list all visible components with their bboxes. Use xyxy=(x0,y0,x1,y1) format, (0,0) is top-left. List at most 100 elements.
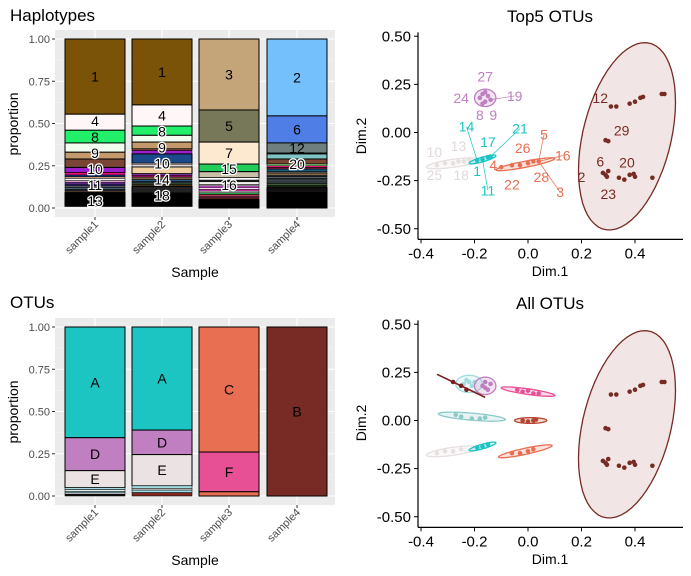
bar-sample1: A DE xyxy=(64,326,126,497)
confidence-ellipse xyxy=(513,416,548,425)
bar-segment xyxy=(198,38,260,111)
panel-title: All OTUs xyxy=(516,294,584,313)
data-point xyxy=(453,412,459,418)
data-point xyxy=(608,104,614,109)
segment-label: 8 xyxy=(91,129,99,145)
data-point xyxy=(525,388,531,393)
data-point xyxy=(450,449,456,454)
segment-label: 8 xyxy=(158,123,166,139)
point-label: 14 xyxy=(459,119,475,135)
bar-segment xyxy=(266,176,328,179)
bar-segment xyxy=(198,194,260,197)
bar-segment xyxy=(266,326,328,497)
bar-segment xyxy=(266,181,328,184)
data-point xyxy=(458,447,464,452)
confidence-ellipse xyxy=(577,330,677,519)
data-point xyxy=(627,172,632,178)
data-point xyxy=(461,159,467,164)
y-tick-label: 1.00 xyxy=(29,322,50,334)
data-point xyxy=(525,161,531,166)
data-point xyxy=(622,177,627,182)
segment-label: 11 xyxy=(88,177,103,193)
point-label: 29 xyxy=(614,123,630,139)
y-tick-label: 0.25 xyxy=(29,449,50,461)
top5-otus-panel: -0.50 -0.25 0.00 0.25 0.50 -0.4 -0.2 0.0 0.2 0.4 1… xyxy=(353,7,683,279)
y-tick-label: -0.25 xyxy=(377,173,411,190)
bar-sample3: CF xyxy=(198,326,260,497)
point-label: 13 xyxy=(451,138,467,154)
point-label: 1 xyxy=(473,163,481,179)
y-tick-label: -0.50 xyxy=(377,509,411,526)
segment-label: 2 xyxy=(293,69,301,85)
data-point xyxy=(485,93,491,99)
bar-segment xyxy=(64,491,126,494)
point-label: 3 xyxy=(556,184,564,200)
bar-segment xyxy=(64,38,126,115)
segment-label: A xyxy=(157,371,167,387)
group-6 xyxy=(425,445,481,458)
x-tick-label: sample4 xyxy=(265,507,303,545)
y-tick-label: 0.50 xyxy=(382,316,411,333)
y-tick-label: 0.75 xyxy=(29,76,50,88)
label-leader-line xyxy=(490,128,521,157)
point-label: 17 xyxy=(480,134,496,150)
group-2 xyxy=(436,373,486,399)
bar-segment xyxy=(198,195,260,199)
data-point xyxy=(442,449,448,454)
data-point xyxy=(531,391,536,396)
plot-area: 0.00 0.25 0.50 0.75 1.00 sample1 sample2 sample… xyxy=(29,30,335,257)
point-label: 24 xyxy=(453,90,469,106)
group-3: 5 26 16 4 22 28 3 xyxy=(489,126,570,200)
point-label: 10 xyxy=(427,144,443,160)
x-tick-label: -0.2 xyxy=(462,245,488,262)
bar-segment xyxy=(131,488,193,491)
data-point xyxy=(509,162,515,168)
plot-area: -0.50 -0.25 0.00 0.25 0.50 -0.4 -0.2 0.0 0.2 0.4 xyxy=(377,316,683,550)
y-tick-label: -0.25 xyxy=(377,461,411,478)
segment-label: 9 xyxy=(91,145,99,161)
data-point xyxy=(469,416,475,421)
label-leader-line xyxy=(538,161,561,193)
y-tick-label: 0.50 xyxy=(382,28,411,45)
data-point xyxy=(605,138,611,144)
y-tick-label: 0.75 xyxy=(29,364,50,376)
x-tick-label: 0.2 xyxy=(571,245,592,262)
data-point xyxy=(480,444,485,449)
segment-label: 1 xyxy=(158,64,166,80)
y-axis-label: proportion xyxy=(5,380,21,443)
data-point xyxy=(517,450,523,456)
data-point xyxy=(456,159,461,164)
x-tick-label: sample4 xyxy=(265,219,303,257)
segment-label: 1 xyxy=(91,69,99,85)
point-label: 23 xyxy=(600,186,616,202)
point-label: 28 xyxy=(534,169,550,185)
segment-label: E xyxy=(157,462,166,478)
data-point xyxy=(605,426,611,432)
point-label: 11 xyxy=(481,182,496,198)
segment-label: A xyxy=(90,374,100,390)
panel-title: Top5 OTUs xyxy=(507,7,593,26)
all-otus-panel: -0.50-0.250.000.250.50-0.4 -0.2 0.0 0.2 0.4 … xyxy=(353,294,683,567)
data-point xyxy=(515,387,520,393)
bar-segment xyxy=(266,183,328,186)
bar-segment xyxy=(64,192,126,207)
data-point xyxy=(622,465,627,470)
data-point xyxy=(627,101,632,106)
y-tick-label: 0.50 xyxy=(29,119,50,131)
x-tick-label: sample3 xyxy=(197,219,235,257)
bar-segment xyxy=(266,178,328,181)
bar-segment xyxy=(64,494,126,497)
point-label: 8 xyxy=(476,107,484,123)
data-point xyxy=(477,416,483,421)
data-point xyxy=(474,445,480,450)
y-axis-label: proportion xyxy=(5,92,21,155)
point-label: 27 xyxy=(477,69,493,85)
bar-segment xyxy=(198,326,260,453)
data-point xyxy=(520,418,525,423)
data-point xyxy=(525,419,531,424)
data-point xyxy=(450,379,456,385)
data-point xyxy=(604,462,610,468)
